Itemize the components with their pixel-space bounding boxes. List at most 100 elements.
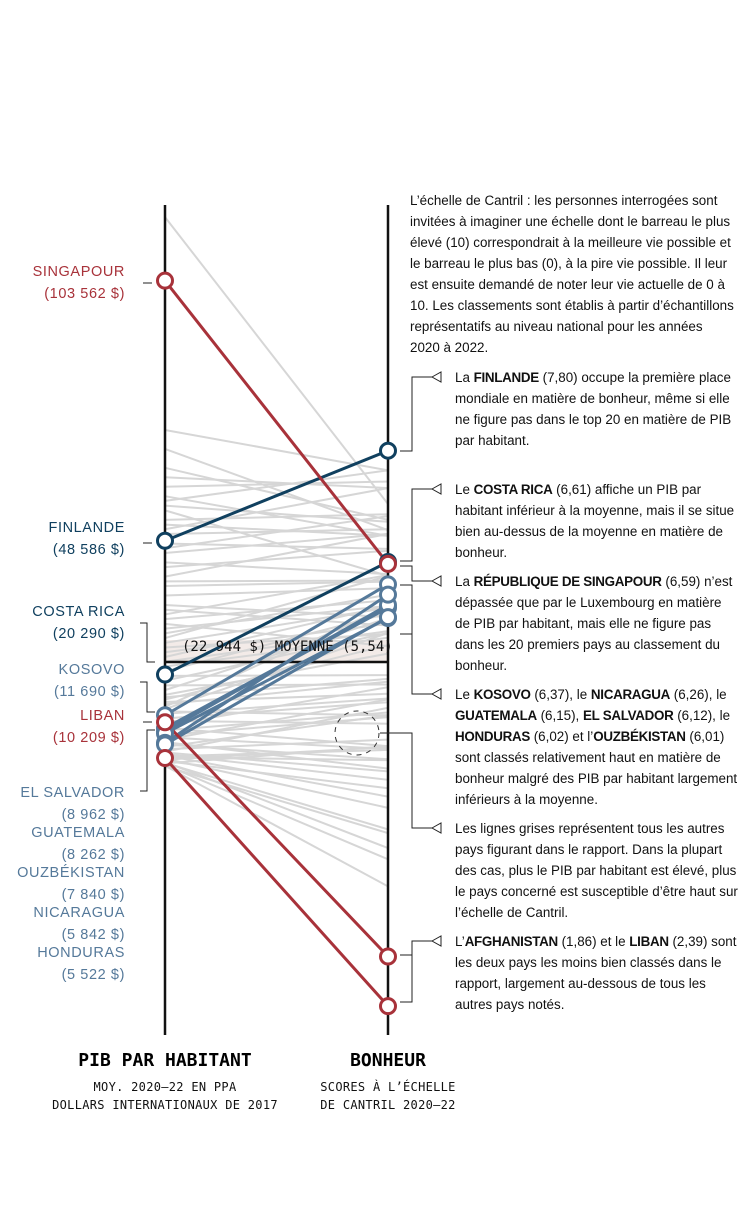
country-highlight: KOSOVO xyxy=(473,687,531,702)
country-label: EL SALVADOR (8 962 $) xyxy=(20,782,125,826)
other-country-line xyxy=(164,476,389,490)
other-country-line xyxy=(164,726,389,748)
annotation-text: (6,01) sont classés relativement haut en… xyxy=(455,729,738,807)
country-name: FINLANDE xyxy=(48,520,125,536)
country-label: FINLANDE (48 586 $) xyxy=(48,517,125,561)
other-country-line xyxy=(164,698,389,741)
other-country-line xyxy=(164,632,389,710)
other-country-line xyxy=(164,680,389,706)
other-country-line xyxy=(164,714,389,748)
connector-costa-rica xyxy=(140,622,155,663)
other-country-line xyxy=(164,532,389,578)
annotation-text: Les lignes grises représentent tous les … xyxy=(455,821,738,920)
country-name: LIBAN xyxy=(80,708,125,724)
annotation-gray-lines: Les lignes grises représentent tous les … xyxy=(455,818,740,923)
point-afghanistan-left xyxy=(156,748,174,767)
mean-label: (22 944 $) MOYENNE (5,54) xyxy=(182,639,393,655)
other-country-line xyxy=(164,760,389,790)
country-gdp: (10 209 $) xyxy=(52,730,125,746)
country-label: LIBAN (10 209 $) xyxy=(53,705,125,749)
country-label: KOSOVO (11 690 $) xyxy=(54,659,125,703)
annotation-text: (1,86) et le xyxy=(557,934,630,949)
point-nicaragua-right xyxy=(379,585,397,604)
other-country-line xyxy=(164,706,389,753)
country-label: OUZBÉKISTAN (7 840 $) xyxy=(17,862,125,906)
annotation-text: Le xyxy=(455,687,474,702)
country-highlight: COSTA RICA xyxy=(473,482,553,497)
annotation-text: (6,26), le xyxy=(670,687,727,702)
country-highlight: NICARAGUA xyxy=(590,687,671,702)
country-gdp: (5 522 $) xyxy=(61,967,125,983)
annotation-text: (6,59) n’est dépassée que par le Luxembo… xyxy=(455,574,733,673)
left-axis-subtitle-line: MOY. 2020–22 EN PPA xyxy=(93,1080,237,1094)
left-axis-subtitle: MOY. 2020–22 EN PPA DOLLARS INTERNATIONA… xyxy=(5,1078,325,1114)
other-country-line xyxy=(164,605,389,708)
connector-group-right xyxy=(400,584,432,695)
point-finlande-right xyxy=(379,441,397,460)
country-name: NICARAGUA xyxy=(33,905,125,921)
other-country-line xyxy=(164,480,389,488)
line-honduras xyxy=(164,615,389,746)
triangle-icon xyxy=(430,575,442,587)
country-highlight: LIBAN xyxy=(629,934,669,949)
triangle-icon xyxy=(430,688,442,700)
point-afghanistan-right xyxy=(379,997,397,1016)
intro-text: L’échelle de Cantril : les personnes int… xyxy=(410,193,734,355)
country-name: COSTA RICA xyxy=(32,604,125,620)
triangle-icon xyxy=(430,483,442,495)
other-country-line xyxy=(164,761,389,849)
country-gdp: (11 690 $) xyxy=(53,684,125,700)
annotation-singapore: La RÉPUBLIQUE DE SINGAPOUR (6,59) n’est … xyxy=(455,571,740,676)
other-country-line xyxy=(164,764,389,888)
country-highlight: FINLANDE xyxy=(473,370,540,385)
point-liban-right xyxy=(379,947,397,966)
annotation-text: Le xyxy=(455,482,474,497)
connector-costa-rica-right xyxy=(400,488,432,562)
right-axis-title: BONHEUR xyxy=(350,1050,426,1071)
other-country-line xyxy=(164,216,389,505)
other-country-line xyxy=(164,466,389,521)
connectors xyxy=(140,282,155,792)
country-highlight: OUZBÉKISTAN xyxy=(593,729,686,744)
country-gdp: (8 962 $) xyxy=(61,807,125,823)
line-costa-rica xyxy=(164,560,389,676)
right-axis-subtitle-line: DE CANTRIL 2020–22 xyxy=(320,1098,456,1112)
connector-kosovo xyxy=(140,681,155,713)
country-gdp: (8 262 $) xyxy=(61,847,125,863)
other-country-line xyxy=(164,542,389,550)
highlighted-lines xyxy=(156,271,397,1016)
annotation-text: L’ xyxy=(455,934,465,949)
country-name: EL SALVADOR xyxy=(20,785,125,801)
right-connectors xyxy=(380,376,432,1003)
annotation-afghanistan-liban: L’AFGHANISTAN (1,86) et le LIBAN (2,39) … xyxy=(455,931,740,1015)
annotation-text: La xyxy=(455,574,474,589)
line-finlande xyxy=(164,449,389,543)
line-liban xyxy=(163,721,390,958)
country-name: GUATEMALA xyxy=(31,825,125,841)
country-highlight: AFGHANISTAN xyxy=(464,934,558,949)
other-country-line xyxy=(164,504,389,523)
triangle-icon xyxy=(430,371,442,383)
country-name: HONDURAS xyxy=(37,945,125,961)
gray-lines-dashed-circle xyxy=(334,710,380,756)
country-name: SINGAPOUR xyxy=(32,264,125,280)
connector-finland-right xyxy=(400,376,432,452)
other-country-line xyxy=(164,736,389,750)
country-label: GUATEMALA (8 262 $) xyxy=(31,822,125,866)
line-nicaragua xyxy=(164,593,389,745)
annotation-central-america: Le KOSOVO (6,37), le NICARAGUA (6,26), l… xyxy=(455,684,740,810)
point-singapour-right xyxy=(379,554,397,573)
connector-group-left xyxy=(140,729,155,792)
point-liban-left xyxy=(156,713,174,732)
triangle-icon xyxy=(430,935,442,947)
country-highlight: EL SALVADOR xyxy=(583,708,674,723)
other-country-line xyxy=(164,515,389,550)
annotation-text: (6,02) et l’ xyxy=(529,729,594,744)
other-country-line xyxy=(164,761,389,831)
point-honduras-right xyxy=(379,608,397,627)
other-country-line xyxy=(164,599,389,621)
other-country-line xyxy=(164,428,389,472)
other-country-line xyxy=(164,757,389,809)
connector-singapore-right xyxy=(400,565,432,582)
